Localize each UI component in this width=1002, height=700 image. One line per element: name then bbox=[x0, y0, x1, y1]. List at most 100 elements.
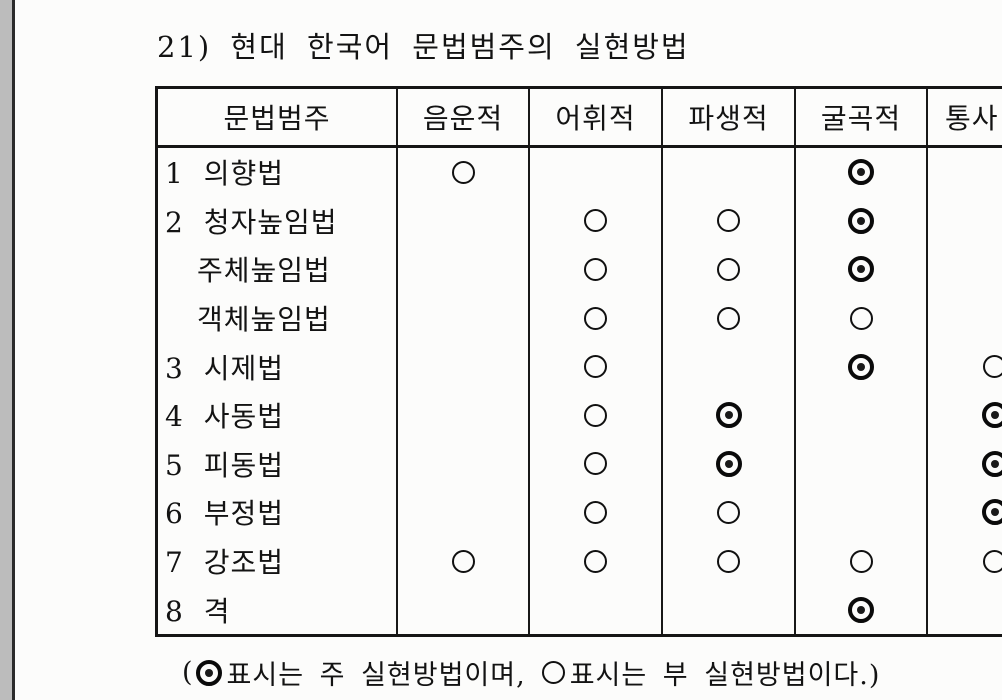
primary-mark-icon bbox=[848, 159, 874, 186]
cell-r5-c4 bbox=[928, 391, 1002, 440]
row-label-1: 2 청자높임법 bbox=[158, 196, 398, 246]
column-header-5: 통사 bbox=[928, 89, 1002, 148]
legend-open-paren: ( bbox=[182, 657, 194, 688]
cell-r4-c4 bbox=[928, 342, 1002, 391]
row-label-2: 주체높임법 bbox=[158, 245, 398, 294]
row-label-6: 5 피동법 bbox=[158, 439, 398, 489]
cell-r9-c4 bbox=[928, 585, 1002, 634]
cell-r6-c0 bbox=[398, 439, 530, 489]
cell-r7-c4 bbox=[928, 488, 1002, 537]
cell-r4-c2 bbox=[663, 342, 796, 391]
cell-r5-c3 bbox=[796, 390, 928, 440]
row-label-5: 4 사동법 bbox=[158, 390, 398, 440]
cell-r2-c2 bbox=[663, 245, 796, 294]
row-label-7: 6 부정법 bbox=[158, 488, 398, 537]
cell-r7-c1 bbox=[530, 488, 663, 537]
cell-r3-c4 bbox=[928, 294, 1002, 343]
secondary-mark-icon bbox=[849, 306, 873, 330]
scan-gutter-strip bbox=[0, 0, 12, 700]
cell-r3-c3 bbox=[796, 293, 928, 343]
cell-r6-c1 bbox=[530, 439, 663, 489]
cell-r6-c4 bbox=[928, 440, 1002, 489]
column-header-2: 어휘적 bbox=[530, 89, 663, 148]
cell-r1-c3 bbox=[796, 196, 928, 246]
cell-r6-c2 bbox=[663, 439, 796, 489]
cell-r8-c2 bbox=[663, 536, 796, 586]
legend-primary-text: 표시는 주 실현방법이며, bbox=[226, 660, 526, 691]
cell-r3-c0 bbox=[398, 293, 530, 343]
cell-r4-c1 bbox=[530, 342, 663, 391]
column-header-4: 굴곡적 bbox=[796, 89, 928, 148]
secondary-mark-icon bbox=[451, 549, 475, 573]
legend-secondary-text: 표시는 부 실현방법이다.) bbox=[569, 660, 881, 691]
secondary-mark-icon bbox=[584, 355, 607, 379]
secondary-mark-icon bbox=[983, 549, 1002, 573]
row-label-4: 3 시제법 bbox=[158, 342, 398, 391]
secondary-mark-icon bbox=[451, 160, 475, 184]
secondary-mark-icon bbox=[584, 306, 607, 330]
cell-r0-c0 bbox=[398, 148, 530, 197]
cell-r0-c4 bbox=[928, 148, 1002, 197]
primary-mark-icon bbox=[848, 596, 874, 623]
cell-r1-c0 bbox=[398, 196, 530, 246]
cell-r7-c2 bbox=[663, 488, 796, 537]
cell-r3-c2 bbox=[663, 293, 796, 343]
column-header-1: 음운적 bbox=[398, 89, 530, 148]
scan-gutter-edge-line bbox=[12, 0, 15, 700]
primary-mark-icon bbox=[715, 402, 742, 429]
secondary-mark-icon bbox=[717, 306, 740, 330]
cell-r2-c0 bbox=[398, 245, 530, 294]
legend-note: ( 표시는 주 실현방법이며, 표시는 부 실현방법이다.) bbox=[182, 653, 880, 692]
primary-mark-icon bbox=[981, 450, 1002, 477]
secondary-mark-icon bbox=[717, 549, 740, 573]
cell-r8-c4 bbox=[928, 537, 1002, 586]
primary-mark-icon bbox=[848, 207, 874, 234]
secondary-mark-icon bbox=[584, 257, 607, 281]
cell-r0-c3 bbox=[796, 148, 928, 197]
secondary-mark-icon bbox=[584, 549, 607, 573]
cell-r5-c0 bbox=[398, 390, 530, 440]
primary-mark-icon bbox=[848, 353, 874, 380]
cell-r5-c1 bbox=[530, 390, 663, 440]
cell-r1-c1 bbox=[530, 196, 663, 246]
secondary-mark-icon bbox=[717, 257, 740, 281]
row-label-8: 7 강조법 bbox=[158, 536, 398, 586]
cell-r9-c1 bbox=[530, 585, 663, 634]
cell-r0-c2 bbox=[663, 148, 796, 197]
row-label-9: 8 격 bbox=[158, 585, 398, 634]
cell-r7-c3 bbox=[796, 488, 928, 537]
cell-r4-c0 bbox=[398, 342, 530, 391]
cell-r2-c4 bbox=[928, 245, 1002, 294]
secondary-mark-icon bbox=[584, 500, 607, 524]
primary-mark-icon bbox=[981, 499, 1002, 526]
cell-r8-c1 bbox=[530, 536, 663, 586]
cell-r2-c1 bbox=[530, 245, 663, 294]
cell-r5-c2 bbox=[663, 390, 796, 440]
cell-r9-c0 bbox=[398, 585, 530, 634]
secondary-mark-icon bbox=[584, 403, 607, 427]
cell-r9-c3 bbox=[796, 585, 928, 634]
secondary-mark-icon bbox=[983, 355, 1002, 379]
cell-r8-c3 bbox=[796, 536, 928, 586]
column-header-0: 문법범주 bbox=[158, 89, 398, 148]
row-label-3: 객체높임법 bbox=[158, 293, 398, 343]
primary-mark-icon bbox=[195, 659, 222, 686]
primary-mark-icon bbox=[848, 256, 874, 283]
cell-r1-c4 bbox=[928, 197, 1002, 246]
column-header-3: 파생적 bbox=[663, 89, 796, 148]
cell-r7-c0 bbox=[398, 488, 530, 537]
cell-r0-c1 bbox=[530, 148, 663, 197]
cell-r9-c2 bbox=[663, 585, 796, 634]
secondary-mark-icon bbox=[717, 500, 740, 524]
grammar-category-table: 문법범주 음운적 어휘적 파생적 굴곡적 통사 1 의향법 2 청자높임법 주체높임법 객체높임법… bbox=[155, 86, 1002, 637]
secondary-mark-icon bbox=[541, 661, 565, 684]
cell-r4-c3 bbox=[796, 342, 928, 391]
secondary-mark-icon bbox=[584, 452, 607, 476]
cell-r1-c2 bbox=[663, 196, 796, 246]
secondary-mark-icon bbox=[849, 549, 873, 573]
cell-r6-c3 bbox=[796, 439, 928, 489]
secondary-mark-icon bbox=[717, 209, 740, 233]
row-label-0: 1 의향법 bbox=[158, 148, 398, 197]
table-title: 21) 현대 한국어 문법범주의 실현방법 bbox=[157, 30, 690, 64]
secondary-mark-icon bbox=[584, 209, 607, 233]
